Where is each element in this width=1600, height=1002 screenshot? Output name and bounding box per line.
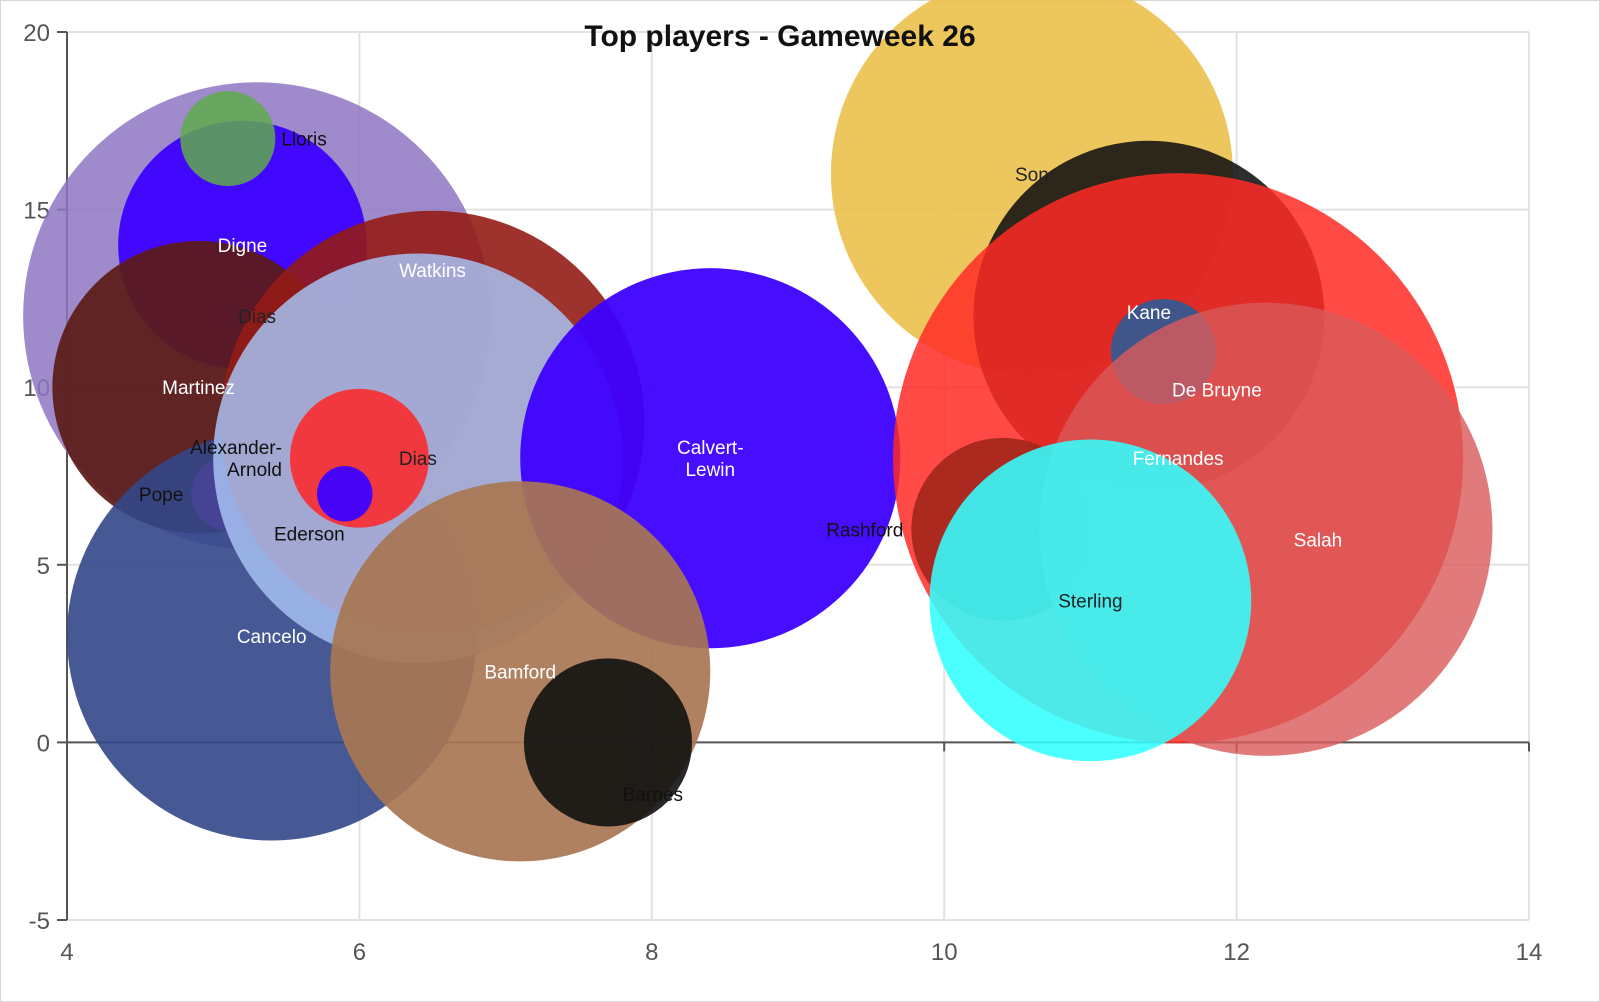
y-tick-label: -5 [29, 908, 50, 935]
bubble-label: Kane [1127, 303, 1171, 324]
bubble-label: De Bruyne [1172, 380, 1262, 401]
x-tick-label: 14 [1516, 939, 1543, 966]
bubble-label: Salah [1294, 530, 1343, 551]
chart-title: Top players - Gameweek 26 [584, 20, 975, 53]
x-tick-label: 10 [931, 939, 958, 966]
bubble-label: Dias [399, 449, 437, 470]
bubble-label: Dias [238, 307, 276, 328]
x-tick-label: 12 [1223, 939, 1250, 966]
y-tick-label: 0 [37, 730, 50, 757]
y-tick-label: 20 [23, 20, 50, 47]
bubble-barnes[interactable] [523, 658, 693, 827]
bubble-label: Cancelo [237, 627, 307, 648]
bubble-ederson[interactable] [317, 465, 373, 522]
bubble-label: Alexander-Arnold [190, 438, 282, 481]
bubble-labels: Dias Digne Lloris Martinez Pope Cancelo Watkin… [139, 130, 1342, 807]
x-tick-label: 8 [645, 939, 658, 966]
x-tick-label: 4 [60, 939, 73, 966]
y-tick-label: 5 [37, 553, 50, 580]
bubble-label: Bamford [484, 662, 556, 683]
x-tick-label: 6 [353, 939, 366, 966]
bubble-label: Lloris [281, 130, 326, 151]
bubble-label: Rashford [826, 520, 903, 541]
bubble-sterling[interactable] [929, 439, 1252, 762]
bubble-label: Calvert-Lewin [677, 438, 744, 481]
bubble-label: Watkins [399, 261, 466, 282]
bubble-label: Martinez [162, 378, 235, 399]
bubble-label: Pope [139, 485, 183, 506]
bubble-label: Digne [218, 236, 268, 257]
bubble-label: Barnes [623, 785, 683, 806]
bubble-label: Ederson [274, 525, 345, 546]
bubble-label: Fernandes [1133, 449, 1224, 470]
bubbles [23, 0, 1493, 862]
bubble-label: Son [1015, 165, 1049, 186]
bubble-label: Sterling [1058, 591, 1122, 612]
bubble-lloris[interactable] [180, 91, 276, 187]
